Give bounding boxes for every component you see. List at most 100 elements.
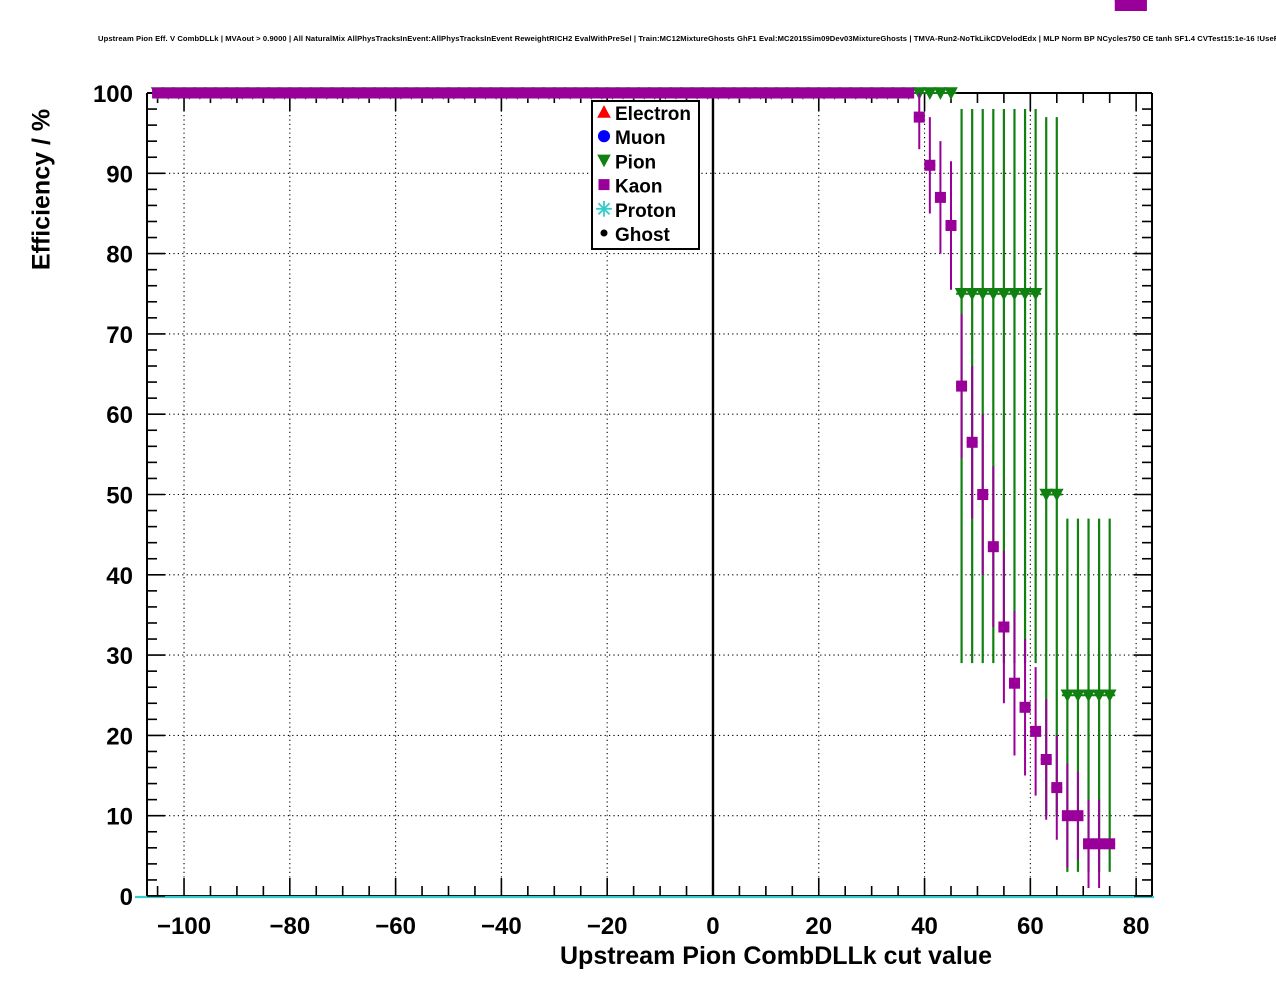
kaon-marker [712,87,724,99]
kaon-marker [511,87,523,99]
kaon-marker [945,219,957,231]
kaon-marker [733,87,745,99]
kaon-marker [638,87,650,99]
series-kaon [152,0,1147,888]
kaon-marker [448,87,460,99]
kaon-marker [321,87,333,99]
legend-marker-kaon-icon [598,179,610,191]
legend-marker-proton-icon [596,200,612,217]
kaon-marker [924,159,936,171]
kaon-marker [458,87,470,99]
kaon-marker [903,87,915,99]
kaon-marker [882,87,894,99]
y-tick-label: 90 [106,161,133,188]
kaon-marker [1083,838,1095,850]
pion-marker [923,87,937,100]
kaon-marker [480,87,492,99]
pion-marker [1039,488,1054,502]
data-series-layer [150,0,1147,888]
kaon-marker [564,87,576,99]
kaon-marker [987,541,999,553]
y-tick-label: 80 [106,242,133,269]
x-axis-label: Upstream Pion CombDLLk cut value [560,942,993,970]
kaon-marker [1135,0,1147,11]
kaon-marker [532,87,544,99]
y-tick-label: 0 [120,884,133,911]
kaon-marker [416,87,428,99]
kaon-marker [194,87,206,99]
legend-label-electron: Electron [615,104,691,125]
pion-marker [1102,689,1117,703]
kaon-marker [1093,838,1105,850]
kaon-marker [670,87,682,99]
kaon-marker [300,87,312,99]
kaon-marker [1019,701,1031,713]
kaon-marker [204,87,216,99]
legend-marker-electron-icon [597,105,611,118]
kaon-marker [353,87,365,99]
kaon-marker [247,87,259,99]
kaon-marker [977,489,989,500]
legend-label-pion: Pion [615,152,656,173]
kaon-marker [797,87,809,99]
kaon-marker [554,87,566,99]
kaon-marker [786,87,798,99]
x-tick-label: 40 [911,913,938,940]
legend-label-kaon: Kaon [615,177,663,198]
kaon-marker [501,87,513,99]
kaon-marker [289,87,301,99]
pion-marker [1007,288,1022,301]
legend-label-ghost: Ghost [615,225,671,246]
kaon-marker [363,87,375,99]
y-tick-label: 50 [106,483,133,510]
legend: Electron Muon Pion Kaon Proton Ghost [591,100,700,250]
kaon-marker [575,87,587,99]
legend-label-proton: Proton [615,201,676,222]
kaon-marker [1072,810,1084,822]
kaon-marker [659,87,671,99]
kaon-marker [257,87,269,99]
pion-marker [1060,689,1075,703]
kaon-marker [956,380,968,392]
pion-marker [975,288,990,301]
kaon-marker [1104,838,1116,850]
legend-marker-pion-icon [597,154,611,168]
kaon-marker [850,87,862,99]
pion-marker [986,288,1001,301]
kaon-marker [913,111,925,123]
kaon-marker [173,87,185,99]
kaon-marker [744,87,756,99]
kaon-marker [892,87,904,99]
kaon-marker [755,87,767,99]
kaon-marker [268,87,280,99]
kaon-marker [998,621,1010,633]
kaon-marker [628,87,640,99]
kaon-marker [1040,753,1052,765]
y-tick-label: 10 [106,804,133,831]
kaon-marker [681,87,693,99]
kaon-marker [405,87,417,99]
x-tick-label: 80 [1123,913,1150,940]
kaon-marker [427,87,439,99]
kaon-marker [226,87,238,99]
pion-marker [1018,288,1032,301]
kaon-marker [871,87,883,99]
y-tick-label: 20 [106,723,133,750]
kaon-marker [765,87,777,99]
kaon-marker [860,87,872,99]
kaon-marker [1051,782,1063,794]
kaon-marker [310,87,322,99]
kaon-marker [342,87,354,99]
kaon-marker [1125,0,1137,11]
x-tick-label: 0 [706,913,719,940]
y-tick-label: 70 [106,322,133,349]
kaon-marker [543,87,555,99]
kaon-marker [1061,810,1073,822]
pion-marker [944,87,958,100]
kaon-marker [469,87,481,99]
kaon-marker [1030,725,1042,737]
x-tick-label: 60 [1017,913,1044,940]
kaon-marker [490,87,502,99]
kaon-marker [966,436,978,448]
